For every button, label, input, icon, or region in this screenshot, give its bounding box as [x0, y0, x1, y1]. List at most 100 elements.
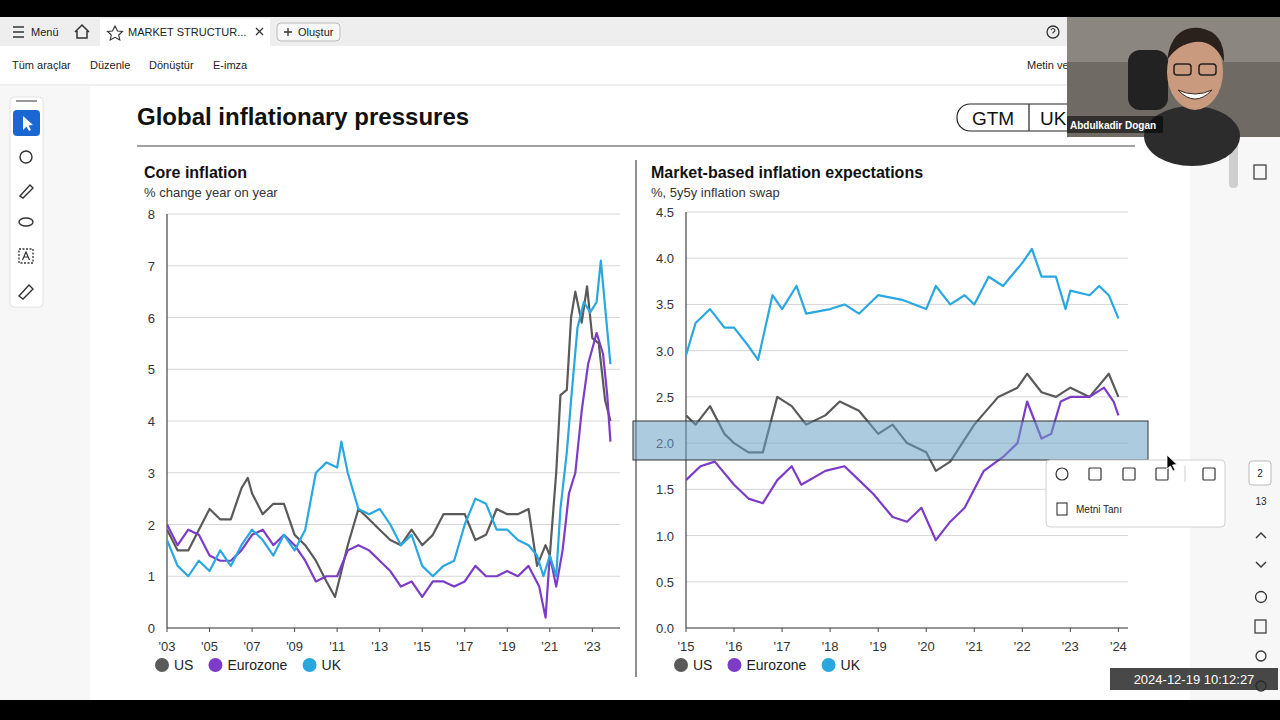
x-tick-label: '05	[201, 639, 218, 654]
timestamp-box	[1110, 668, 1278, 690]
grid-line	[167, 628, 620, 629]
series-line	[167, 286, 610, 597]
timestamp: 2024-12-19 10:12:27	[1134, 672, 1255, 687]
x-tick-label: '11	[329, 639, 345, 654]
grid-line	[167, 214, 620, 215]
x-tick-label: '18	[822, 639, 839, 654]
pen-tool[interactable]	[20, 185, 33, 198]
x-tick	[926, 628, 927, 632]
sign-tool[interactable]	[19, 285, 33, 299]
x-tick	[878, 628, 879, 632]
grid-line	[686, 304, 1128, 305]
x-tick	[1022, 628, 1023, 632]
x-tick-label: '24	[1110, 639, 1127, 654]
x-tick-label: '19	[499, 639, 516, 654]
chart-subtitle: %, 5y5y inflation swap	[651, 185, 780, 200]
help-icon[interactable]	[1047, 26, 1059, 38]
menu-icon[interactable]	[1089, 468, 1101, 480]
menu-icon[interactable]	[1156, 468, 1168, 480]
prev-page[interactable]	[1256, 533, 1266, 538]
tab-title[interactable]: MARKET STRUCTUR...	[128, 26, 246, 38]
y-tick-label: 2	[148, 518, 155, 533]
create-button[interactable]	[277, 23, 340, 41]
page-number[interactable]: 2	[1257, 468, 1263, 479]
menu-divider	[1185, 466, 1186, 482]
y-tick-label: 3	[148, 466, 155, 481]
x-tick	[209, 628, 210, 632]
page-title: Global inflationary pressures	[137, 103, 469, 130]
toolbar-item[interactable]: Metin ve	[1027, 59, 1069, 71]
series-line	[686, 249, 1118, 360]
toolbar-item[interactable]: Düzenle	[90, 59, 130, 71]
grid-line	[167, 265, 620, 266]
menu-button[interactable]: Menü	[31, 26, 59, 38]
panel-divider	[635, 160, 636, 677]
toolbar-item[interactable]: Dönüştür	[149, 59, 194, 71]
page-count: 13	[1255, 496, 1267, 507]
x-tick-label: '23	[1062, 639, 1079, 654]
page-box	[1249, 461, 1271, 485]
zoom-in-icon[interactable]	[1256, 651, 1266, 661]
participant-name: Abdulkadir Dogan	[1070, 120, 1156, 131]
active-tab[interactable]	[100, 19, 270, 46]
right-gutter	[1190, 86, 1280, 700]
viewer-background	[0, 17, 1280, 700]
plus-icon	[284, 28, 292, 36]
refresh-icon[interactable]	[1256, 592, 1267, 603]
comment-tool[interactable]	[20, 151, 32, 163]
x-tick	[422, 628, 423, 632]
menu-icon	[13, 31, 24, 33]
panel-handle	[16, 100, 37, 102]
close-icon[interactable]	[256, 28, 263, 35]
star-icon	[108, 26, 123, 40]
x-tick	[294, 628, 295, 632]
y-tick-label: 4.0	[656, 251, 674, 266]
menu-icon[interactable]	[1203, 468, 1215, 480]
x-tick	[830, 628, 831, 632]
menu-item[interactable]: Metni Tanı	[1076, 504, 1122, 515]
y-tick-label: 1.5	[656, 482, 674, 497]
x-tick-label: '21	[541, 639, 558, 654]
y-tick-label: 4	[148, 414, 155, 429]
grid-line	[167, 472, 620, 473]
legend-label: UK	[841, 657, 861, 673]
x-tick	[549, 628, 550, 632]
grid-line	[686, 396, 1128, 397]
x-tick-label: '23	[584, 639, 601, 654]
toolbar-item[interactable]: Tüm araçlar	[12, 59, 71, 71]
home-icon[interactable]	[75, 25, 89, 38]
x-tick-label: '17	[456, 639, 473, 654]
background	[0, 0, 1280, 720]
series-line	[167, 261, 610, 577]
name-tag	[1067, 116, 1163, 133]
legend-swatch	[155, 658, 169, 672]
x-tick-label: '15	[414, 639, 431, 654]
text-tool[interactable]	[19, 249, 33, 263]
x-tick-label: '19	[870, 639, 887, 654]
selection-box[interactable]	[633, 421, 1148, 460]
toolbar-item[interactable]: E-imza	[213, 59, 248, 71]
lasso-tool[interactable]	[19, 218, 33, 226]
y-tick-label: 2.5	[656, 390, 674, 405]
menu-icon	[13, 26, 24, 28]
save-icon[interactable]	[1255, 620, 1266, 633]
y-tick-label: 3.5	[656, 297, 674, 312]
screen: Menü MARKET STRUCTUR... Oluştur Tüm araçlar…	[0, 0, 1280, 720]
x-tick-label: '17	[774, 639, 791, 654]
grid-line	[686, 581, 1128, 582]
x-tick-label: '16	[726, 639, 743, 654]
badge: UK	[1040, 108, 1067, 129]
menu-icon[interactable]	[1056, 468, 1068, 480]
legend-swatch	[674, 658, 688, 672]
y-tick-label: 6	[148, 311, 155, 326]
next-page[interactable]	[1256, 562, 1266, 567]
x-axis	[167, 627, 620, 628]
grid-line	[686, 258, 1128, 259]
create-label[interactable]: Oluştur	[298, 26, 334, 38]
y-tick-label: 0.0	[656, 621, 674, 636]
select-tool[interactable]	[13, 110, 40, 136]
x-tick-label: '13	[371, 639, 388, 654]
copy-icon[interactable]	[1254, 165, 1266, 179]
menu-icon[interactable]	[1123, 468, 1135, 480]
context-menu	[1046, 460, 1225, 527]
